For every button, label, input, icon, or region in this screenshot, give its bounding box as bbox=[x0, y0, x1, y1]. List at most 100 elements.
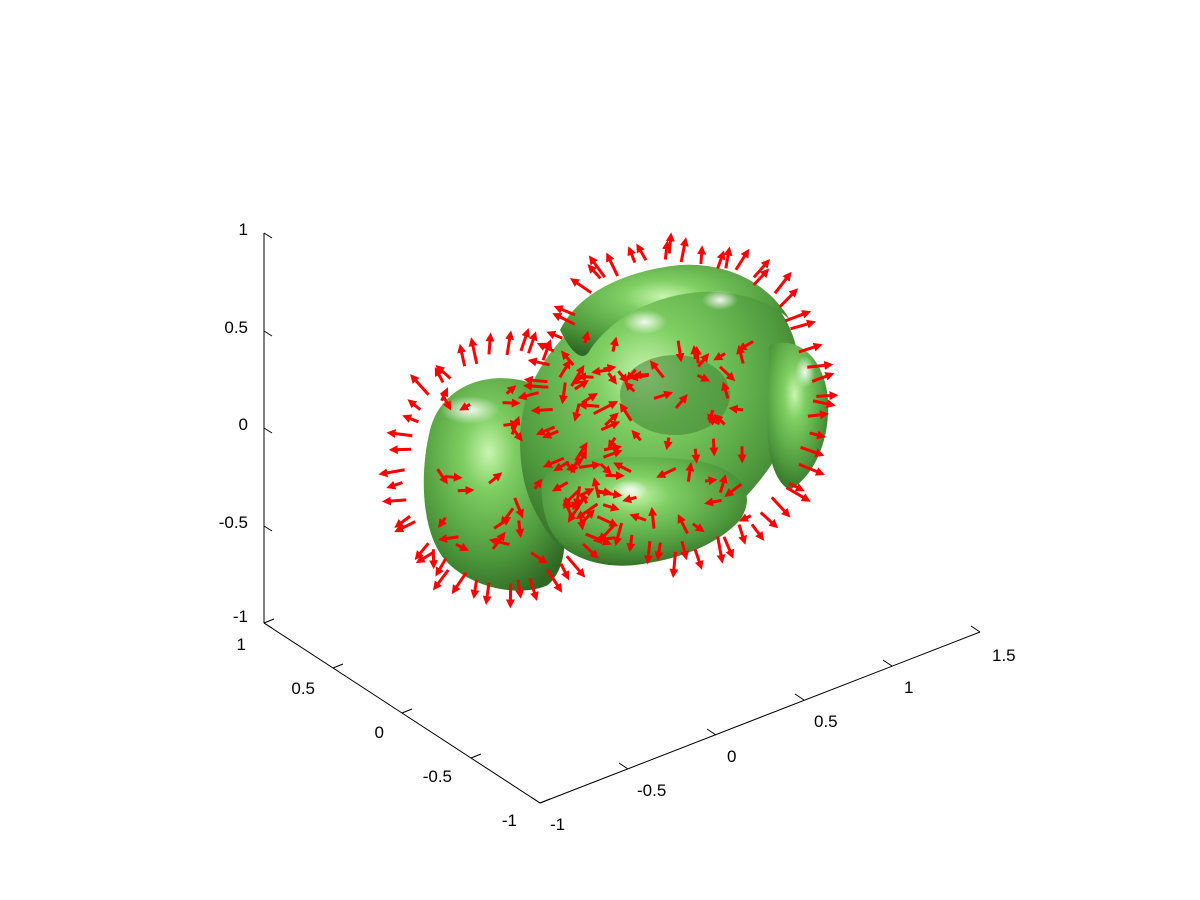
normal-vector-arrow bbox=[784, 310, 812, 323]
normal-vector-arrow bbox=[653, 390, 674, 400]
normal-vector-arrow bbox=[669, 551, 679, 578]
normal-vector-arrow bbox=[713, 413, 726, 426]
normal-vector-arrow bbox=[603, 363, 617, 373]
normal-vector-arrow bbox=[750, 523, 765, 541]
normal-vector-arrow bbox=[713, 352, 726, 361]
x-tick-mark bbox=[970, 625, 981, 633]
surface-highlight bbox=[612, 480, 648, 500]
normal-vector-arrow bbox=[570, 278, 593, 294]
normal-vector-arrow bbox=[619, 402, 633, 422]
x-tick-label: -0.5 bbox=[637, 781, 666, 800]
normal-vector-arrow bbox=[607, 372, 617, 385]
normal-vector-arrow bbox=[734, 248, 750, 271]
normal-vector-arrow bbox=[685, 462, 695, 482]
x-tick-mark bbox=[882, 659, 893, 667]
normal-vector-arrow bbox=[488, 472, 503, 485]
normal-vector-arrow bbox=[604, 412, 619, 427]
normal-vector-arrow bbox=[515, 579, 525, 599]
normal-vector-arrow bbox=[536, 342, 555, 353]
normal-vector-arrow bbox=[457, 343, 467, 367]
normal-vector-arrow bbox=[546, 330, 563, 340]
normal-vector-arrow bbox=[627, 246, 637, 264]
normal-vector-arrow bbox=[724, 483, 743, 498]
normal-vector-arrow bbox=[530, 405, 553, 415]
normal-vector-arrow bbox=[677, 513, 689, 535]
normal-vector-arrow bbox=[656, 467, 677, 478]
normal-vector-arrow bbox=[629, 513, 647, 522]
normal-vector-arrow bbox=[517, 391, 540, 401]
normal-vector-arrow bbox=[485, 332, 495, 355]
y-ticks: 1 0.5 0 -0.5 -1 bbox=[237, 618, 551, 830]
x-tick-label: -1 bbox=[550, 815, 565, 834]
normal-vector-arrow bbox=[709, 438, 719, 457]
normal-vector-arrow bbox=[503, 419, 520, 429]
normal-vector-arrow bbox=[482, 582, 492, 606]
normal-vector-arrow bbox=[607, 436, 617, 450]
normal-vector-arrow bbox=[510, 415, 521, 435]
normal-vector-arrow bbox=[414, 542, 430, 561]
normal-vector-arrow bbox=[558, 359, 571, 379]
normal-vector-arrow bbox=[527, 357, 550, 367]
normal-vector-arrow bbox=[602, 449, 623, 459]
x-tick-mark bbox=[530, 796, 541, 804]
x-tick-label: 0.5 bbox=[814, 712, 838, 731]
normal-vector-arrow bbox=[696, 373, 711, 382]
normal-vector-arrow bbox=[587, 264, 602, 280]
normal-vector-arrow bbox=[578, 461, 602, 470]
normal-vector-arrow bbox=[559, 382, 568, 405]
normal-vector-arrow bbox=[415, 551, 434, 564]
normal-vector-arrow bbox=[662, 240, 671, 260]
normal-vector-arrow bbox=[728, 404, 744, 414]
normal-vector-arrow bbox=[721, 381, 730, 399]
normal-vector-arrow bbox=[648, 506, 658, 529]
z-tick-label: 1 bbox=[239, 220, 248, 239]
normal-vector-arrow bbox=[510, 426, 523, 442]
normal-vector-arrow bbox=[378, 468, 405, 478]
normal-vector-arrow bbox=[785, 486, 811, 502]
normal-vector-arrow bbox=[551, 481, 569, 492]
normal-vector-arrow bbox=[736, 344, 745, 364]
y-tick-mark bbox=[539, 798, 551, 804]
x-tick-mark bbox=[618, 762, 629, 770]
normal-vector-arrow bbox=[438, 534, 459, 543]
normal-vector-arrow bbox=[542, 429, 559, 439]
normal-vector-arrow bbox=[574, 380, 590, 391]
normal-vector-arrow bbox=[565, 555, 586, 578]
x-ticks: -1 -0.5 0 0.5 1 1.5 bbox=[530, 625, 1016, 834]
normal-vector-arrow bbox=[522, 381, 549, 391]
normal-vector-arrow bbox=[535, 425, 556, 436]
normal-vector-arrow bbox=[381, 496, 407, 506]
z-tick-label: 0.5 bbox=[224, 318, 248, 337]
normal-vector-arrow bbox=[809, 430, 827, 440]
x-tick-label: 1 bbox=[904, 678, 913, 697]
normal-vector-arrow bbox=[519, 328, 531, 352]
normal-vector-arrow bbox=[617, 370, 629, 384]
normal-vector-arrow bbox=[649, 360, 665, 379]
normal-vector-arrow bbox=[588, 255, 606, 279]
y-tick-mark bbox=[470, 753, 482, 759]
normal-vector-arrow bbox=[457, 485, 475, 495]
normal-vector-arrow bbox=[523, 375, 548, 385]
normal-vector-arrow bbox=[468, 337, 479, 365]
normal-vector-arrow bbox=[675, 340, 685, 363]
normal-vectors bbox=[378, 232, 839, 609]
normal-vector-arrow bbox=[798, 463, 825, 476]
z-tick-mark bbox=[263, 622, 273, 629]
normal-vector-arrow bbox=[592, 535, 615, 545]
normal-vector-arrow bbox=[432, 569, 450, 591]
normal-vector-arrow bbox=[628, 372, 649, 382]
normal-vector-arrow bbox=[691, 522, 705, 533]
normal-vector-arrow bbox=[790, 319, 816, 331]
normal-vector-arrow bbox=[723, 246, 733, 269]
normal-vector-arrow bbox=[542, 456, 565, 468]
normal-vector-arrow bbox=[697, 352, 710, 368]
normal-vector-arrow bbox=[596, 487, 613, 497]
x-tick-label: 0 bbox=[727, 747, 736, 766]
surface-highlight bbox=[795, 356, 815, 388]
normal-vector-arrow bbox=[386, 480, 403, 490]
normal-vector-arrow bbox=[579, 488, 595, 498]
normal-vector-arrow bbox=[545, 568, 563, 593]
normal-vector-arrow bbox=[811, 372, 835, 383]
normal-vector-arrow bbox=[573, 486, 582, 508]
isosurface bbox=[423, 264, 829, 591]
